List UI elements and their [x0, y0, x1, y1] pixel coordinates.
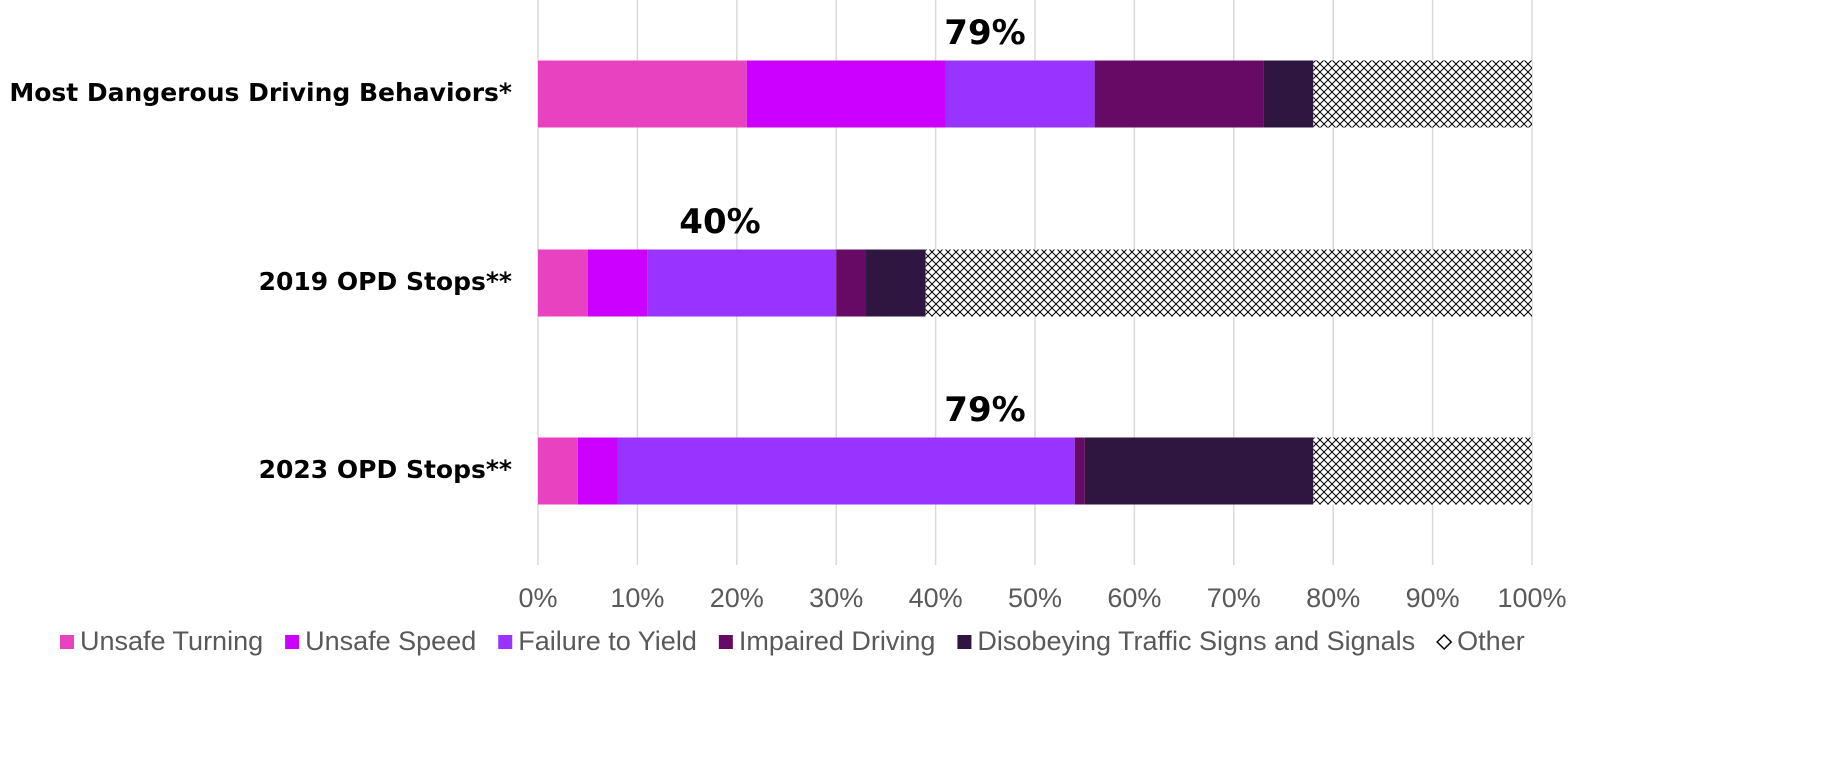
bar-segment: [1084, 437, 1314, 505]
bar-segment: [1313, 60, 1532, 128]
category-label: 2019 OPD Stops**: [259, 267, 512, 296]
bar-segment: [538, 437, 578, 505]
bar-segment: [746, 60, 946, 128]
annotation: 79%: [944, 390, 1025, 430]
bar-segment: [617, 437, 1075, 505]
legend-label: Impaired Driving: [739, 626, 936, 656]
category-label: Most Dangerous Driving Behaviors*: [9, 78, 512, 107]
bar-segment: [1094, 60, 1264, 128]
bar-segment: [647, 249, 837, 317]
legend-marker: [285, 635, 300, 649]
bar-segment: [1313, 437, 1532, 505]
annotation: 79%: [944, 13, 1025, 53]
legend-marker: [718, 635, 733, 649]
x-tick-label: 70%: [1207, 583, 1261, 613]
bar-segment: [538, 249, 588, 317]
bar-segment: [866, 249, 926, 317]
bar-segment: [538, 60, 747, 128]
bar-segment: [577, 437, 618, 505]
bar-segment: [1074, 437, 1085, 505]
legend-label: Unsafe Turning: [80, 626, 263, 656]
bar-segment: [836, 249, 867, 317]
legend-label: Failure to Yield: [518, 626, 697, 656]
x-tick-label: 40%: [909, 583, 963, 613]
x-tick-label: 80%: [1306, 583, 1360, 613]
x-tick-label: 60%: [1107, 583, 1161, 613]
annotation: 40%: [679, 202, 760, 242]
legend-marker: [1436, 633, 1453, 651]
bar-segment: [1263, 60, 1314, 128]
legend-marker: [498, 635, 513, 649]
x-tick-label: 20%: [710, 583, 764, 613]
legend-label: Disobeying Traffic Signs and Signals: [977, 626, 1415, 656]
legend-label: Unsafe Speed: [305, 626, 476, 656]
x-tick-label: 100%: [1497, 583, 1566, 613]
legend-marker: [60, 635, 74, 649]
x-tick-label: 0%: [518, 583, 557, 613]
legend-marker: [957, 635, 972, 649]
x-tick-label: 50%: [1008, 583, 1062, 613]
category-label: 2023 OPD Stops**: [259, 455, 512, 484]
legend-label: Other: [1457, 626, 1525, 656]
bar-segment: [587, 249, 648, 317]
x-tick-label: 30%: [809, 583, 863, 613]
x-tick-label: 10%: [610, 583, 664, 613]
bar-segment: [925, 249, 1532, 317]
bar-segment: [945, 60, 1095, 128]
x-tick-label: 90%: [1406, 583, 1460, 613]
